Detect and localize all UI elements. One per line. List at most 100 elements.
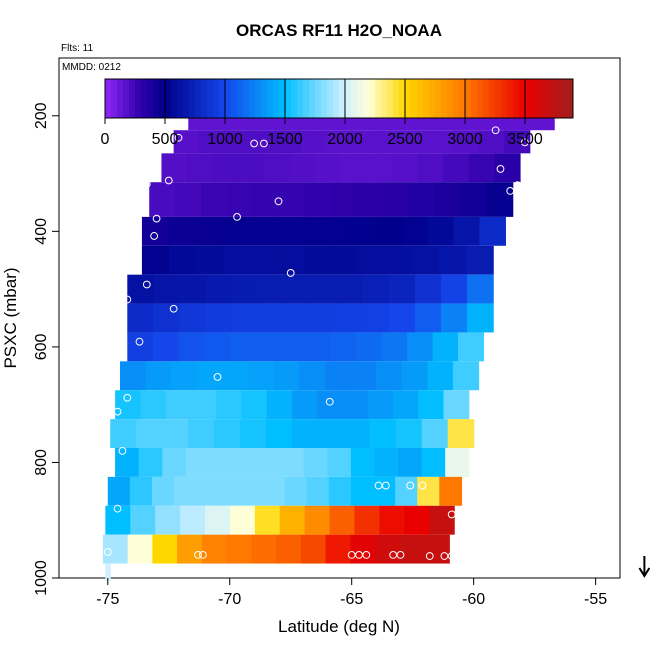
colorbar-segment (207, 79, 214, 118)
colorbar-segment (471, 79, 478, 118)
heatmap-cell-5-5 (277, 245, 305, 275)
colorbar-segment (147, 79, 154, 118)
heatmap-cell-14-10 (354, 505, 380, 535)
heatmap-cell-15-9 (325, 534, 351, 564)
heatmap-cell-12-1 (138, 448, 163, 477)
sample-points (103, 99, 556, 560)
sample-point (447, 552, 456, 560)
colorbar-segment (159, 79, 166, 118)
heatmap-cell-8-11 (407, 332, 434, 362)
heatmap-cell-14-1 (130, 505, 156, 535)
heatmap-cell-6-13 (467, 274, 494, 304)
colorbar-segment (249, 79, 256, 118)
heatmap-cell-8-8 (330, 332, 357, 362)
heatmap-cell-1-11 (453, 130, 480, 154)
flights-label: Flts: 11 (61, 43, 93, 54)
colorbar-segment (459, 79, 466, 118)
heatmap-cell-11-10 (369, 419, 397, 448)
colorbar-segment (297, 79, 304, 118)
heatmap-cell-5-0 (141, 245, 170, 275)
heatmap-bands (102, 101, 555, 581)
colorbar-segment (183, 79, 190, 118)
heatmap-cell-5-9 (385, 245, 413, 275)
heatmap-cell-6-3 (205, 274, 233, 304)
sample-point (142, 180, 151, 188)
heatmap-cell-7-10 (388, 303, 416, 333)
heatmap-cell-10-10 (367, 390, 394, 420)
heatmap-cell-16-0 (105, 563, 111, 581)
heatmap-cell-13-5 (218, 476, 242, 506)
heatmap-cell-2-7 (340, 153, 367, 183)
heatmap-cell-13-12 (373, 476, 396, 506)
sample-point (425, 552, 434, 560)
heatmap-cell-13-8 (284, 476, 308, 506)
colorbar-segment (465, 79, 472, 118)
heatmap-cell-4-2 (193, 216, 221, 246)
sample-point (513, 181, 522, 190)
sample-point (103, 548, 112, 556)
x-tick-label: -60 (462, 591, 485, 608)
sample-point (152, 214, 161, 223)
colorbar-segment (423, 79, 430, 118)
heatmap-cell-13-9 (306, 476, 330, 506)
heatmap-cell-6-7 (310, 274, 337, 304)
heatmap-cell-11-3 (188, 419, 215, 448)
heatmap-cell-5-2 (195, 245, 224, 275)
heatmap-cell-7-9 (362, 303, 390, 333)
heatmap-cell-3-9 (382, 182, 410, 217)
colorbar-ticks: 0 500 1000 1500 2000 2500 3000 3500 (101, 78, 574, 148)
colorbar-segment (561, 79, 568, 118)
heatmap-cell-9-1 (145, 361, 172, 391)
colorbar-segment (549, 79, 556, 118)
sample-point (274, 197, 283, 206)
colorbar-segment (411, 79, 418, 118)
heatmap-cell-6-8 (336, 274, 364, 304)
heatmap-cell-5-12 (466, 245, 494, 275)
heatmap-cell-4-5 (271, 216, 299, 246)
heatmap-cell-6-1 (153, 274, 181, 304)
x-tick-label: -65 (340, 591, 363, 608)
sample-point (491, 126, 500, 135)
heatmap-cell-2-9 (391, 153, 419, 183)
heatmap-cell-9-4 (222, 361, 249, 391)
heatmap-cell-3-3 (227, 182, 254, 217)
heatmap-cell-5-6 (304, 245, 332, 275)
heatmap-cell-13-7 (262, 476, 286, 506)
y-tick-label: 600 (33, 333, 50, 360)
heatmap-cell-15-3 (177, 534, 203, 564)
heatmap-cell-2-0 (161, 153, 188, 183)
heatmap-cell-4-7 (323, 216, 351, 246)
colorbar-segment (327, 79, 334, 118)
heatmap-cell-14-6 (254, 505, 281, 535)
colorbar-segment (357, 79, 364, 118)
heatmap-cell-4-9 (375, 216, 403, 246)
heatmap-cell-11-9 (343, 419, 371, 448)
heatmap-cell-12-7 (280, 448, 305, 477)
sample-point (396, 550, 405, 559)
heatmap-cell-5-1 (168, 245, 197, 275)
heatmap-cell-5-8 (358, 245, 386, 275)
heatmap-cell-14-7 (279, 505, 306, 535)
sample-point (135, 337, 144, 346)
heatmap-cell-3-1 (175, 182, 202, 217)
colorbar-segment (171, 79, 178, 118)
heatmap-cell-2-8 (366, 153, 393, 183)
sample-point (347, 550, 356, 559)
colorbar-segment (363, 79, 370, 118)
sample-point (213, 373, 222, 381)
heatmap-cell-8-5 (254, 332, 281, 362)
heatmap-cell-12-8 (303, 448, 328, 477)
heatmap-cell-14-2 (155, 505, 181, 535)
heatmap-cell-14-11 (379, 505, 405, 535)
heatmap-cell-5-4 (250, 245, 278, 275)
colorbar-segment (123, 79, 130, 118)
colorbar-segment (165, 79, 172, 118)
sample-point (113, 407, 122, 416)
arrow-head (638, 567, 650, 578)
heatmap-cell-8-13 (457, 332, 485, 362)
heatmap-cell-14-9 (329, 505, 356, 535)
colorbar-segment (273, 79, 280, 118)
colorbar-segment (537, 79, 544, 118)
heatmap-cell-12-4 (209, 448, 234, 477)
y-axis-label: PSXC (mbar) (1, 267, 20, 368)
